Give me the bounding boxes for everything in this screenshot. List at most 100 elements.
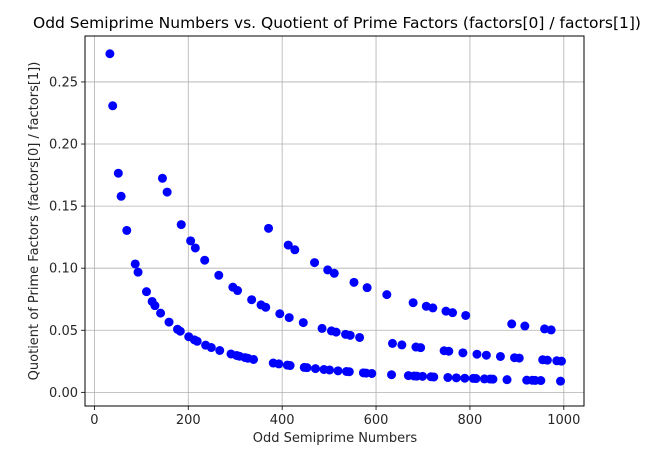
data-point: [502, 375, 512, 385]
x-axis-ticks: 0 200 400 600 800 1000: [90, 406, 580, 428]
x-tick-label: 0: [90, 413, 98, 428]
data-point: [285, 361, 295, 371]
data-point: [190, 243, 200, 253]
data-point: [507, 319, 517, 329]
data-point: [331, 327, 341, 337]
data-point: [472, 349, 482, 359]
data-point: [536, 376, 546, 386]
data-point: [448, 308, 458, 318]
data-point: [141, 287, 151, 297]
data-point: [247, 295, 257, 305]
data-point: [556, 376, 566, 386]
x-tick-label: 200: [176, 413, 201, 428]
data-point: [428, 303, 438, 313]
plot-frame: [84, 35, 585, 407]
data-point: [206, 343, 216, 353]
data-point: [274, 359, 284, 369]
data-point: [344, 367, 354, 377]
data-point: [387, 370, 397, 380]
x-tick-label: 1000: [547, 413, 580, 428]
data-point: [215, 346, 225, 355]
data-point: [133, 267, 143, 277]
data-point: [329, 268, 339, 278]
data-point: [460, 373, 470, 383]
data-point: [345, 330, 355, 340]
data-point: [542, 355, 552, 365]
data-point: [298, 318, 308, 328]
data-point: [214, 270, 224, 280]
y-tick-label: 0.05: [49, 324, 78, 339]
data-point: [310, 364, 320, 374]
y-tick-label: 0.10: [49, 262, 78, 277]
data-point: [176, 220, 186, 230]
data-point: [317, 323, 327, 333]
data-point: [157, 173, 167, 183]
data-point: [471, 374, 481, 384]
data-point: [164, 317, 174, 327]
data-point: [488, 374, 498, 384]
data-point: [397, 340, 407, 350]
y-tick-label: 0.20: [49, 138, 78, 153]
data-points: [105, 49, 566, 386]
data-point: [546, 325, 556, 335]
data-point: [108, 101, 118, 111]
data-point: [116, 191, 126, 201]
data-point: [200, 255, 210, 265]
data-point: [429, 372, 439, 382]
y-tick-label: 0.15: [49, 200, 78, 215]
data-point: [122, 225, 132, 235]
data-point: [408, 298, 418, 308]
data-point: [130, 259, 140, 269]
data-point: [302, 363, 312, 373]
data-point: [284, 313, 294, 323]
data-point: [461, 310, 471, 320]
data-point: [113, 168, 123, 178]
data-point: [458, 348, 468, 358]
data-point: [333, 366, 343, 376]
data-point: [261, 302, 271, 312]
data-point: [444, 346, 454, 356]
data-point: [290, 245, 300, 255]
y-axis-ticks: 0.00 0.05 0.10 0.15 0.20 0.25: [49, 75, 85, 401]
data-point: [418, 371, 428, 381]
data-point: [249, 354, 259, 364]
y-axis-label: Quotient of Prime Factors (factors[0] / …: [27, 62, 42, 381]
y-tick-label: 0.25: [49, 75, 78, 90]
data-point: [520, 321, 530, 331]
data-point: [156, 308, 166, 318]
data-point: [416, 343, 426, 353]
data-point: [382, 290, 392, 300]
data-point: [362, 283, 372, 293]
data-point: [186, 236, 196, 246]
data-point: [310, 258, 320, 268]
x-tick-label: 600: [364, 413, 389, 428]
data-point: [105, 49, 115, 59]
data-point: [514, 353, 524, 363]
x-tick-label: 800: [458, 413, 483, 428]
data-point: [349, 277, 359, 287]
data-point: [192, 336, 202, 346]
data-point: [367, 368, 377, 378]
data-point: [387, 338, 397, 348]
data-point: [150, 301, 160, 311]
data-point: [481, 350, 491, 360]
data-point: [264, 223, 274, 233]
x-axis-label: Odd Semiprime Numbers: [253, 431, 418, 446]
data-point: [175, 326, 185, 336]
data-point: [556, 356, 566, 366]
data-point: [162, 187, 172, 197]
data-point: [233, 286, 243, 296]
data-point: [355, 332, 365, 342]
data-point: [283, 240, 293, 250]
data-point: [495, 351, 505, 361]
data-point: [451, 373, 461, 383]
y-tick-label: 0.00: [49, 386, 78, 401]
data-point: [540, 324, 550, 334]
data-point: [275, 309, 285, 319]
x-tick-label: 400: [270, 413, 295, 428]
data-point: [325, 365, 335, 375]
chart-title: Odd Semiprime Numbers vs. Quotient of Pr…: [33, 14, 641, 32]
grid-lines: [85, 36, 584, 406]
